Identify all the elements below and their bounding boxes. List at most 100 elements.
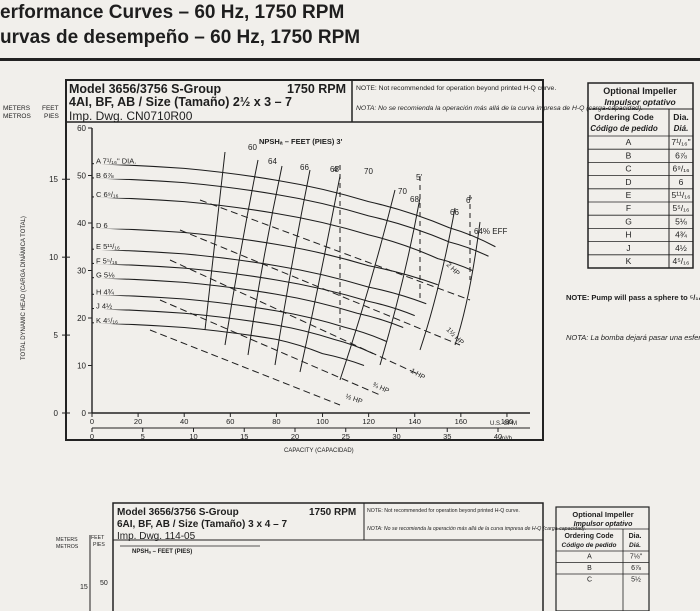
- impeller-table-1-col2: Dia.: [673, 112, 689, 122]
- impeller-diameter: 5⁵/₁₆: [673, 203, 690, 213]
- head-capacity-curve: [91, 262, 415, 317]
- curve-label: F 5⁵/₁₆: [96, 256, 118, 265]
- efficiency-label: 60: [248, 143, 257, 152]
- impeller-diameter: 5¹¹/₁₆: [671, 190, 690, 200]
- efficiency-curve: [247, 165, 283, 356]
- chart2-tick-50: 50: [100, 580, 108, 587]
- feet-tick-label: 30: [77, 267, 86, 276]
- head-capacity-curve: [91, 248, 427, 305]
- impeller-diameter: 6⁹/₁₆: [672, 164, 689, 174]
- chart1-frame: [65, 79, 544, 441]
- horsepower-label: ½ HP: [344, 392, 363, 406]
- efficiency-curve: [224, 159, 259, 346]
- page-title-english: erformance Curves – 60 Hz, 1750 RPM: [0, 2, 345, 23]
- chart2-feet-label: FEET: [91, 535, 105, 541]
- efficiency-label: 68: [410, 195, 419, 204]
- chart2-dwg: Imp. Dwg. 114-05: [117, 531, 196, 542]
- m3h-tick-label: 35: [443, 432, 451, 441]
- efficiency-label: 70: [364, 167, 373, 176]
- impeller-diameter: 6: [679, 177, 684, 187]
- impeller-table-2-col2-es: Diá.: [629, 542, 641, 549]
- m3h-tick-label: 30: [392, 432, 400, 441]
- chart1-rpm: 1750 RPM: [287, 82, 346, 96]
- efficiency-label: 66: [450, 208, 459, 217]
- chart2-model: Model 3656/3756 S-Group: [117, 507, 239, 518]
- chart1-size: 4AI, BF, AB / Size (Tamaño) 2½ x 3 – 7: [69, 95, 292, 109]
- gpm-tick-label: 60: [226, 417, 234, 426]
- impeller-code: A: [626, 137, 632, 147]
- feet-label: FEET: [42, 105, 59, 112]
- m3h-tick-label: 5: [141, 432, 145, 441]
- pump-note-en: NOTE: Pump will pass a sphere to ⁵/₁₆" d…: [566, 293, 700, 302]
- meter-tick-label: 5: [54, 331, 59, 340]
- head-capacity-curve: [91, 322, 365, 367]
- impeller-table-2-title-es: Impulsor optativo: [574, 521, 633, 528]
- curve-label-bg: [94, 170, 134, 179]
- efficiency-label: 66: [300, 163, 309, 172]
- npsh-axis-label: NPSHₐ – FEET (PIES) 3': [259, 137, 343, 146]
- npsh-label: 4': [333, 165, 339, 174]
- impeller-code: C: [587, 577, 592, 584]
- impeller-diameter: 6⅞: [675, 150, 688, 160]
- impeller-table-2-col1-es: Código de pedido: [562, 542, 617, 549]
- curve-label: J 4½: [96, 302, 113, 311]
- head-capacity-curve: [91, 293, 388, 343]
- impeller-code: J: [626, 243, 630, 253]
- efficiency-curve: [299, 175, 341, 373]
- feet-tick-label: 40: [77, 219, 86, 228]
- m3h-tick-label: 15: [240, 432, 248, 441]
- impeller-diameter: 5½: [631, 576, 641, 584]
- chart2-pies-label: PIES: [93, 542, 105, 548]
- curve-label-bg: [94, 189, 134, 198]
- horsepower-line: [179, 229, 461, 346]
- curve-label: D 6: [96, 221, 108, 230]
- horsepower-line: [149, 329, 341, 406]
- gpm-tick-label: 80: [272, 417, 280, 426]
- efficiency-curve: [454, 221, 481, 346]
- efficiency-curve: [379, 197, 421, 366]
- curve-label-bg: [94, 301, 134, 310]
- gpm-tick-label: 180: [501, 417, 514, 426]
- chart2-note-es: NOTA: No se recomienda la operación más …: [367, 526, 586, 532]
- chart2-tick-15: 15: [80, 584, 88, 591]
- head-capacity-curve: [91, 227, 438, 286]
- impeller-table-1-rows: A 7¹/₁₆" B 6⅞ C 6⁹/₁₆ D 6 E 5¹¹/₁₆ F 5⁵/₁₆ G 5⅛ H 4¾ J 4½…: [588, 135, 693, 266]
- efficiency-label: 64: [268, 157, 277, 166]
- gpm-tick-label: 40: [180, 417, 188, 426]
- horsepower-line: [159, 299, 381, 396]
- npsh-label: 6': [466, 196, 472, 205]
- chart1-dwg: Imp. Dwg. CN0710R00: [69, 109, 193, 123]
- curve-label: H 4¾: [96, 287, 115, 296]
- curve-label-bg: [94, 156, 134, 165]
- impeller-table-2-title: Optional Impeller: [572, 510, 633, 519]
- curve-label: K 4⁵/₁₆: [96, 316, 118, 325]
- horsepower-line: [169, 259, 421, 376]
- gpm-tick-label: 0: [90, 417, 94, 426]
- m3h-tick-label: 0: [90, 432, 94, 441]
- curve-label: E 5¹¹/₁₆: [96, 242, 120, 251]
- impeller-table-1-col1-es: Código de pedido: [590, 124, 658, 133]
- impeller-table-2-rows: A 7⅛" B 6⅞ C 5½: [556, 550, 649, 584]
- impeller-code: C: [625, 164, 631, 174]
- pump-note-es: NOTA: La bomba dejará pasar una esfera d…: [566, 333, 700, 342]
- impeller-diameter: 4¾: [675, 230, 688, 240]
- chart2-size: 6AI, BF, AB / Size (Tamaño) 3 x 4 – 7: [117, 519, 287, 530]
- curve-label-bg: [94, 242, 134, 251]
- m3h-tick-label: 10: [189, 432, 197, 441]
- chart1-model: Model 3656/3756 S-Group: [69, 82, 222, 96]
- x-unit-gpm: U.S. GPM: [490, 421, 517, 427]
- horsepower-line: [199, 199, 471, 301]
- head-capacity-curve: [91, 163, 496, 248]
- feet-tick-label: 50: [77, 172, 86, 181]
- impeller-code: K: [626, 256, 632, 266]
- chart2-metros-label: METROS: [56, 544, 79, 550]
- feet-tick-label: 10: [77, 362, 86, 371]
- impeller-table-1-title: Optional Impeller: [603, 86, 677, 96]
- metros-label: METROS: [3, 113, 31, 120]
- page-title-spanish: urvas de desempeño – 60 Hz, 1750 RPM: [0, 27, 361, 48]
- horsepower-label: 2 HP: [445, 261, 461, 277]
- chart2-note-en: NOTE: Not recommended for operation beyo…: [367, 508, 520, 514]
- horsepower-label: 1 HP: [409, 368, 426, 382]
- impeller-table-2-col1: Ordering Code: [564, 533, 613, 540]
